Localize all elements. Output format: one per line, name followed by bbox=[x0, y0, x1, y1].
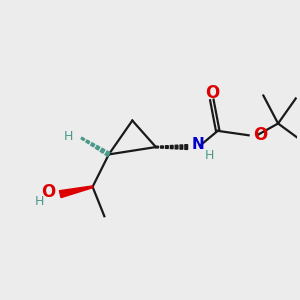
Polygon shape bbox=[91, 143, 95, 147]
Polygon shape bbox=[156, 146, 158, 148]
Polygon shape bbox=[180, 145, 183, 149]
Polygon shape bbox=[59, 186, 93, 198]
Polygon shape bbox=[81, 137, 85, 140]
Text: O: O bbox=[40, 183, 55, 201]
Text: H: H bbox=[205, 149, 214, 162]
Text: O: O bbox=[205, 85, 219, 103]
Polygon shape bbox=[100, 148, 105, 153]
Polygon shape bbox=[175, 145, 178, 149]
Polygon shape bbox=[105, 151, 110, 156]
Polygon shape bbox=[185, 145, 188, 149]
Text: N: N bbox=[191, 137, 204, 152]
Polygon shape bbox=[170, 146, 173, 149]
Text: H: H bbox=[64, 130, 73, 143]
Text: O: O bbox=[253, 126, 267, 144]
Text: H: H bbox=[34, 195, 44, 208]
Polygon shape bbox=[95, 146, 100, 150]
Polygon shape bbox=[166, 146, 168, 148]
Polygon shape bbox=[86, 140, 90, 144]
Polygon shape bbox=[161, 146, 164, 148]
